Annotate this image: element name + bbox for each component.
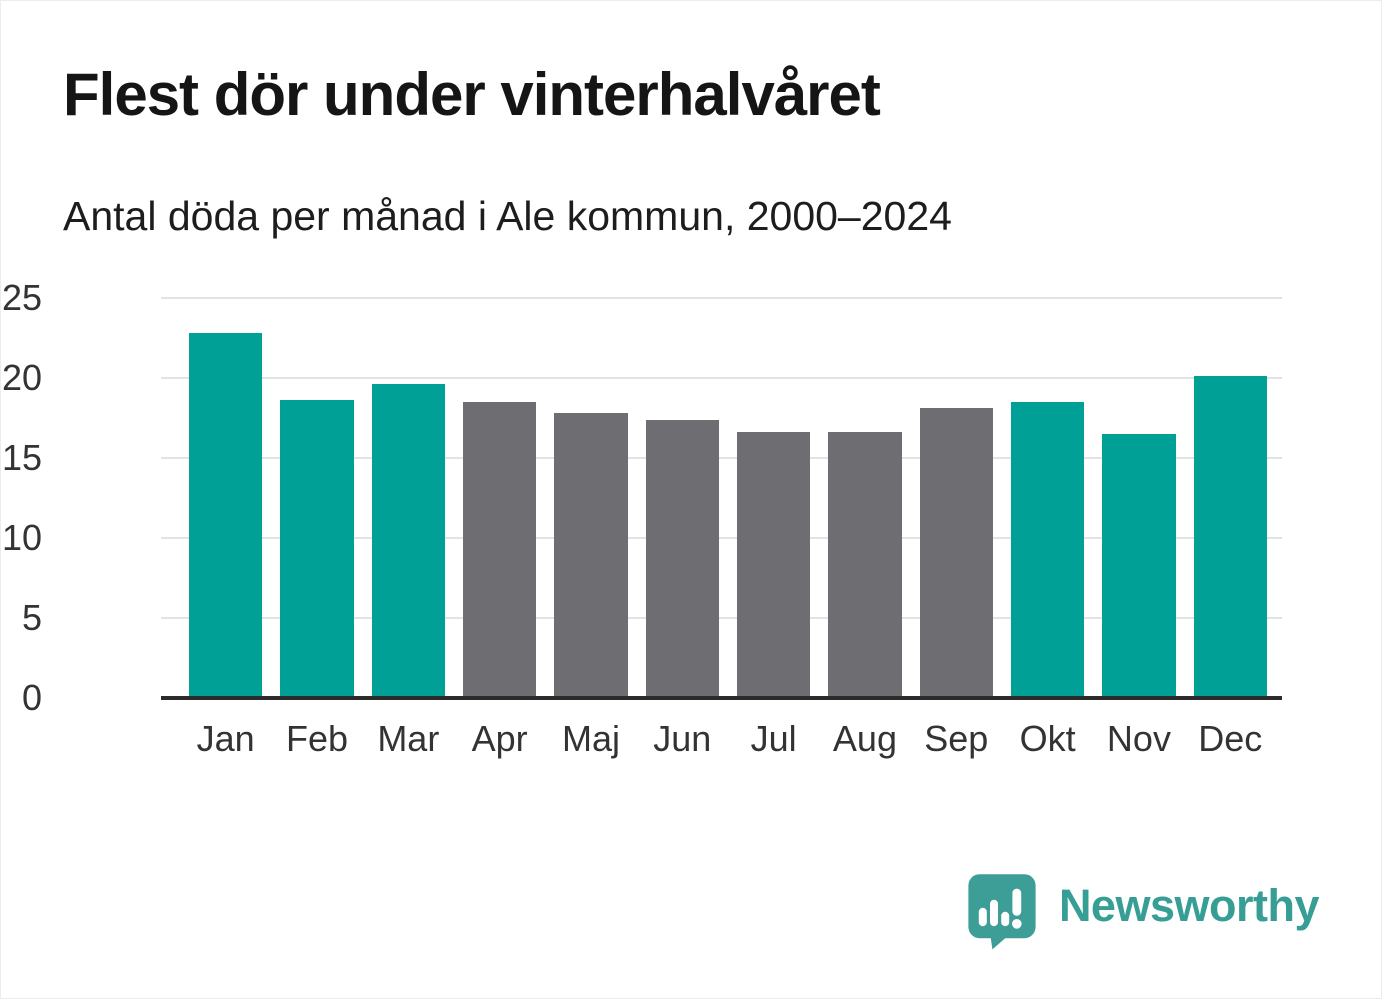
y-tick-label-5: 5: [21, 597, 42, 638]
chart-title: Flest dör under vinterhalvåret: [63, 61, 881, 128]
bar-chart-plot-area: 0 5 10 15 20 25: [2, 277, 1282, 718]
brand-wordmark: Newsworthy: [1058, 880, 1320, 931]
y-tick-label-10: 10: [1, 517, 42, 558]
bar-maj: [554, 413, 628, 698]
y-tick-label-0: 0: [21, 677, 42, 718]
bar-okt: [1010, 402, 1085, 698]
x-tick-label-feb: Feb: [285, 718, 349, 759]
x-tick-label-maj: Maj: [561, 718, 620, 759]
x-tick-label-jan: Jan: [196, 718, 255, 759]
x-tick-label-apr: Apr: [471, 718, 528, 759]
x-tick-label-mar: Mar: [377, 718, 440, 759]
x-tick-label-sep: Sep: [924, 718, 989, 759]
brand-footer: Newsworthy: [961, 871, 1320, 951]
bar-sep: [919, 408, 993, 698]
gridline-5: [161, 617, 1282, 619]
gridline-15: [161, 457, 1282, 459]
y-tick-label-25: 25: [1, 277, 42, 318]
bar-jan: [189, 333, 263, 698]
x-axis-line: [161, 696, 1282, 700]
x-tick-label-aug: Aug: [832, 718, 897, 759]
bar-jun: [645, 419, 719, 698]
bar-aug: [828, 432, 902, 698]
bar-apr: [462, 402, 537, 698]
x-tick-label-nov: Nov: [1106, 718, 1171, 759]
bar-nov: [1102, 434, 1176, 698]
chart-subtitle: Antal döda per månad i Ale kommun, 2000–…: [63, 193, 952, 239]
x-axis-month-labels: Jan Feb Mar Apr Maj Jun Jul Aug Sep Okt Nov Dec: [161, 718, 1282, 760]
x-tick-label-dec: Dec: [1198, 718, 1263, 759]
gridline-25: [161, 297, 1282, 299]
y-tick-label-20: 20: [1, 357, 42, 398]
x-tick-label-okt: Okt: [1019, 718, 1076, 759]
x-tick-label-jul: Jul: [750, 718, 797, 759]
newsworthy-logo-icon: [968, 874, 1036, 950]
gridline-20: [161, 377, 1282, 379]
bar-dec: [1193, 376, 1267, 698]
x-tick-label-jun: Jun: [653, 718, 712, 759]
bar-mar: [371, 384, 445, 698]
y-tick-label-15: 15: [1, 437, 42, 478]
bar-series: [161, 298, 1282, 698]
bar-feb: [280, 400, 354, 698]
bar-jul: [736, 432, 811, 698]
gridline-10: [161, 537, 1282, 539]
